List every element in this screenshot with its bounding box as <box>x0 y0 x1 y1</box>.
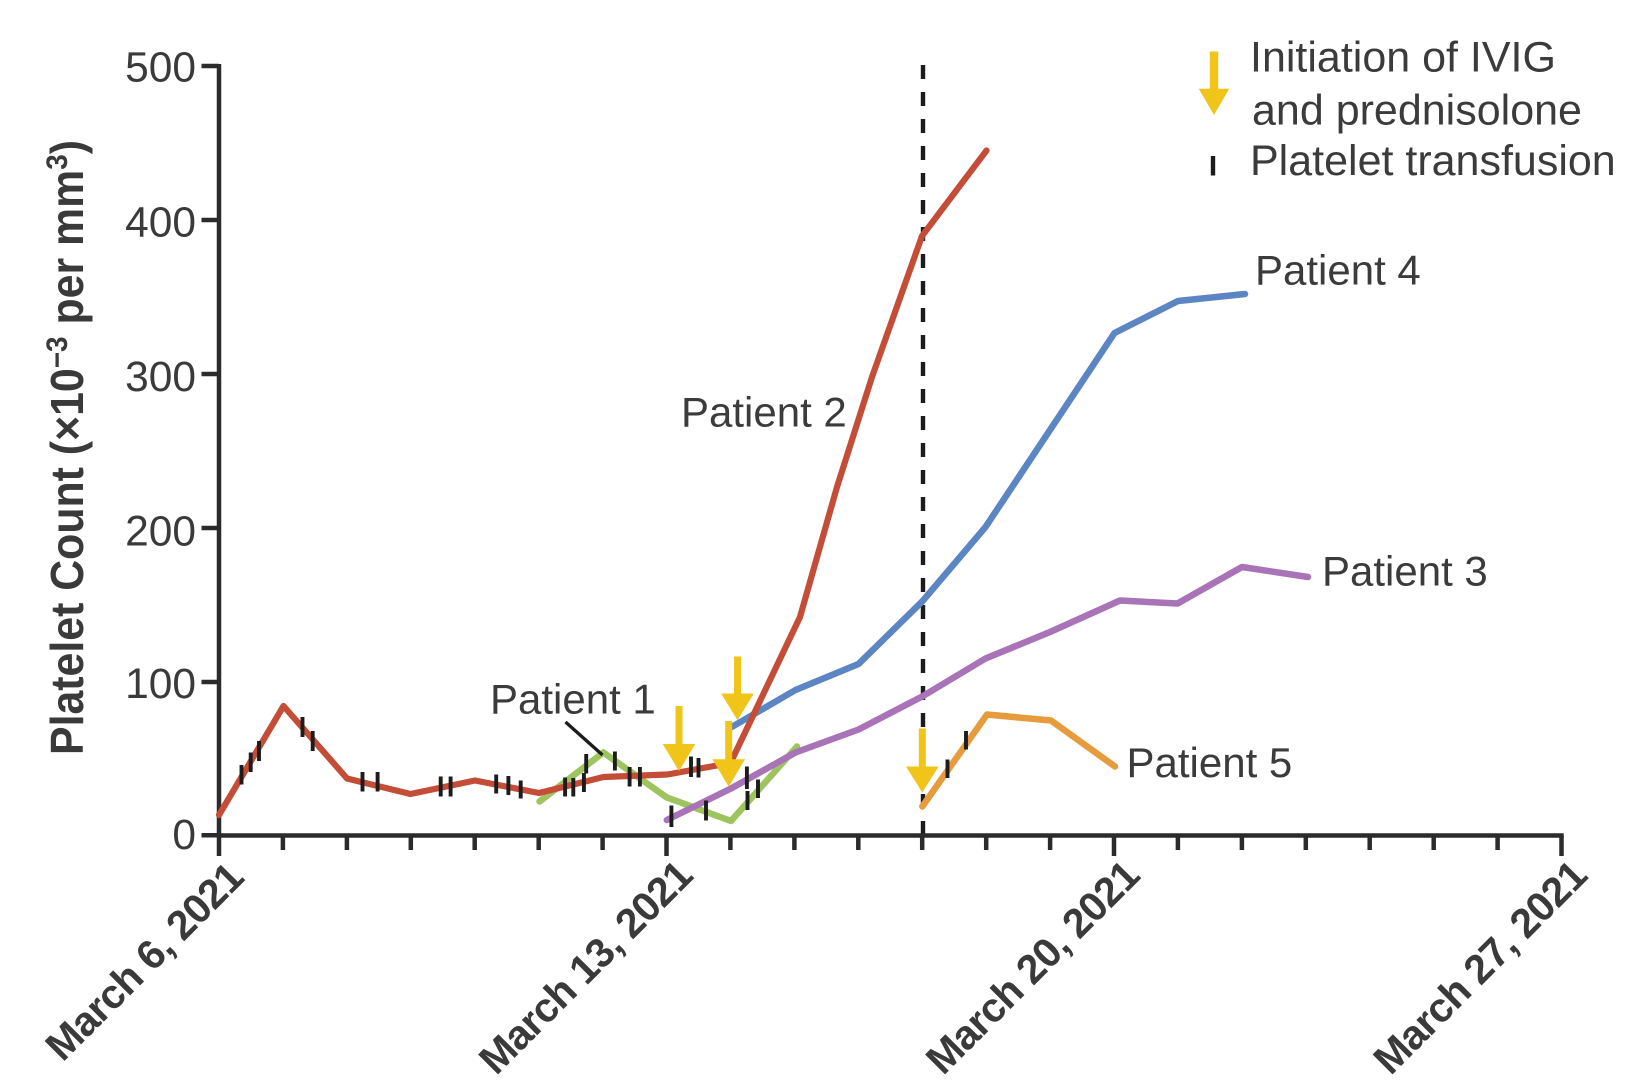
svg-text:0: 0 <box>172 812 196 859</box>
svg-text:300: 300 <box>125 354 196 401</box>
svg-text:Patient 2: Patient 2 <box>681 389 847 436</box>
svg-text:100: 100 <box>125 661 196 708</box>
svg-text:and prednisolone: and prednisolone <box>1252 87 1582 135</box>
svg-text:Patient 3: Patient 3 <box>1322 548 1488 595</box>
svg-text:Patient 4: Patient 4 <box>1255 247 1421 294</box>
svg-text:200: 200 <box>125 509 196 556</box>
svg-text:500: 500 <box>125 45 196 92</box>
svg-text:Initiation of IVIG: Initiation of IVIG <box>1250 34 1556 82</box>
svg-text:Patient 1: Patient 1 <box>490 676 656 723</box>
svg-text:Platelet Count (×10−3 per mm3): Platelet Count (×10−3 per mm3) <box>41 140 94 755</box>
svg-text:Platelet transfusion: Platelet transfusion <box>1250 137 1616 185</box>
svg-text:Patient 5: Patient 5 <box>1127 739 1293 786</box>
svg-text:400: 400 <box>125 200 196 247</box>
